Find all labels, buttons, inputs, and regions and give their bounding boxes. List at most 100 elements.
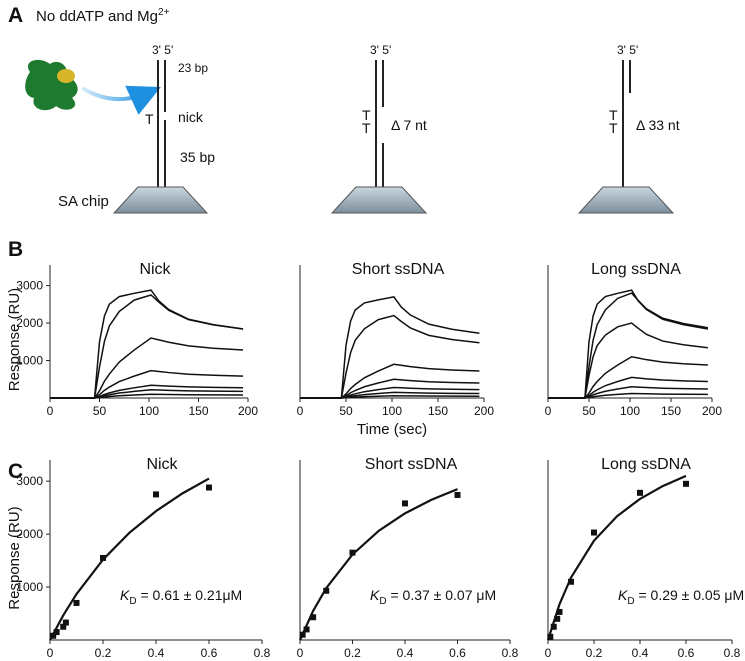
data-point	[454, 491, 461, 498]
curve	[50, 369, 244, 399]
chart-title: Long ssDNA	[601, 456, 691, 473]
curve	[298, 488, 458, 641]
curve	[300, 395, 480, 399]
data-point	[100, 554, 106, 561]
panel-label: B	[8, 238, 23, 261]
kd-annotation: KD = 0.61 ± 0.21μM	[120, 587, 242, 607]
base: T	[362, 107, 371, 123]
x-tick-label: 0.2	[95, 646, 112, 660]
curve	[300, 378, 480, 399]
data-point	[550, 623, 557, 630]
data-point	[323, 587, 330, 594]
x-tick-label: 0	[545, 404, 552, 418]
x-tick-label: 0	[47, 646, 54, 660]
data-point	[547, 633, 554, 640]
x-tick-label: 100	[620, 404, 640, 418]
x-tick-label: 0.6	[678, 646, 695, 660]
strand-ends: 3' 5'	[370, 43, 391, 57]
gap-label: Δ 33 nt	[636, 117, 680, 133]
curve	[300, 314, 480, 399]
x-tick-label: 0.4	[397, 646, 414, 660]
x-tick-label: 200	[474, 404, 494, 418]
curve	[50, 393, 244, 399]
base: T	[609, 120, 618, 136]
x-tick-label: 0.8	[502, 646, 519, 660]
x-tick-label: 200	[238, 404, 258, 418]
data-point	[303, 626, 310, 633]
kd-value: = 0.29 ± 0.05 μM	[635, 587, 745, 603]
x-tick-label: 0.2	[344, 646, 361, 660]
upper-length: 23 bp	[178, 61, 208, 75]
kd-value: = 0.61 ± 0.21μM	[137, 587, 243, 603]
kd-value: = 0.37 ± 0.07 μM	[387, 587, 497, 603]
chart-title: Long ssDNA	[591, 261, 681, 278]
curve	[548, 322, 708, 399]
kd-annotation: KD = 0.29 ± 0.05 μM	[618, 587, 744, 607]
strand-ends: 3' 5'	[617, 43, 638, 57]
curve	[548, 355, 708, 399]
x-tick-label: 200	[702, 404, 722, 418]
x-tick-label: 0.4	[148, 646, 165, 660]
kd-subscript: D	[379, 596, 386, 607]
kd-symbol: K	[370, 587, 380, 603]
x-tick-label: 0.6	[201, 646, 218, 660]
y-tick-label: 3000	[16, 474, 43, 488]
x-tick-label: 50	[339, 404, 353, 418]
chart-title: Short ssDNA	[365, 456, 458, 473]
x-tick-label: 150	[661, 404, 681, 418]
data-point	[554, 615, 561, 622]
curve	[548, 376, 708, 399]
nick-label: nick	[178, 109, 204, 125]
y-tick-label: 3000	[16, 279, 43, 293]
y-axis-label: Response (RU)	[6, 288, 23, 391]
title-sup: 2+	[158, 7, 170, 18]
y-tick-label: 2000	[16, 527, 43, 541]
curve	[548, 289, 709, 399]
data-point	[73, 599, 80, 606]
chart-title: Nick	[139, 261, 171, 278]
x-tick-label: 100	[382, 404, 402, 418]
data-point	[683, 480, 689, 487]
data-point	[556, 608, 563, 615]
base: T	[609, 107, 618, 123]
data-point	[53, 629, 60, 636]
x-tick-label: 50	[582, 404, 596, 418]
gap-label: Δ 7 nt	[391, 117, 427, 133]
curve	[50, 294, 244, 399]
data-point	[637, 489, 643, 496]
y-tick-label: 1000	[16, 580, 43, 594]
title-text: No ddATP and Mg	[36, 8, 158, 25]
x-tick-label: 0.4	[632, 646, 649, 660]
x-tick-label: 0.6	[449, 646, 466, 660]
strand-ends: 3' 5'	[152, 43, 173, 57]
base: T	[145, 111, 154, 127]
x-tick-label: 150	[188, 404, 208, 418]
dna-nick	[112, 60, 209, 214]
enzyme	[25, 59, 78, 111]
kd-symbol: K	[618, 587, 628, 603]
lower-length: 35 bp	[180, 149, 215, 165]
x-tick-label: 50	[93, 404, 107, 418]
x-tick-label: 0	[297, 404, 304, 418]
data-point	[591, 529, 597, 536]
curve	[546, 474, 687, 641]
base: T	[362, 120, 371, 136]
chart-title: Short ssDNA	[352, 261, 445, 278]
x-tick-label: 0	[47, 404, 54, 418]
dna-short-gap	[330, 60, 428, 214]
curve	[548, 392, 708, 399]
kd-subscript: D	[627, 596, 634, 607]
data-point	[153, 491, 159, 498]
x-tick-label: 0	[545, 646, 552, 660]
data-point	[402, 500, 408, 507]
x-tick-label: 0	[297, 646, 304, 660]
data-point	[60, 623, 67, 630]
curve	[49, 477, 210, 641]
curve	[50, 337, 244, 399]
x-tick-label: 0.8	[254, 646, 271, 660]
y-tick-label: 2000	[16, 316, 43, 330]
arrow	[80, 85, 161, 115]
kd-annotation: KD = 0.37 ± 0.07 μM	[370, 587, 496, 607]
x-tick-label: 0.2	[586, 646, 603, 660]
